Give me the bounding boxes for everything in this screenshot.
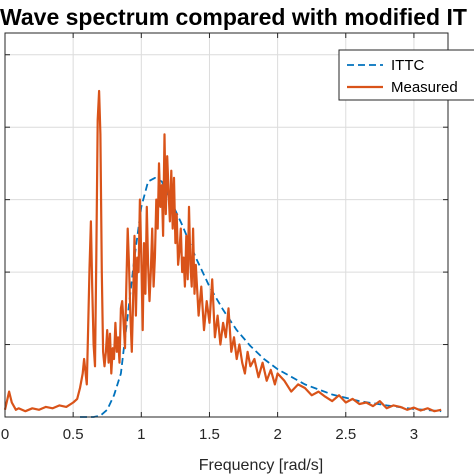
legend-label-ittc: ITTC [391, 57, 424, 74]
series-line-measured [3, 89, 442, 413]
legend: ITTC Measured [338, 49, 474, 101]
x-tick-label: 1.5 [199, 426, 220, 443]
plot-frame [4, 32, 449, 418]
plot-area [3, 89, 442, 418]
x-axis-label: Frequency [rad/s] [199, 457, 324, 474]
legend-label-measured: Measured [391, 79, 458, 96]
x-tick-label: 1 [137, 426, 145, 443]
x-tick-label: 2 [273, 426, 281, 443]
x-tick-label: 2.5 [335, 426, 356, 443]
axes: 0 0.5 1 1.5 2 2.5 3 [1, 32, 449, 443]
x-tick-label: 0.5 [63, 426, 84, 443]
legend-box [338, 49, 474, 101]
x-tick-label: 0 [1, 426, 9, 443]
x-tick-label: 3 [410, 426, 418, 443]
chart-title: Wave spectrum compared with modified IT [0, 4, 467, 30]
